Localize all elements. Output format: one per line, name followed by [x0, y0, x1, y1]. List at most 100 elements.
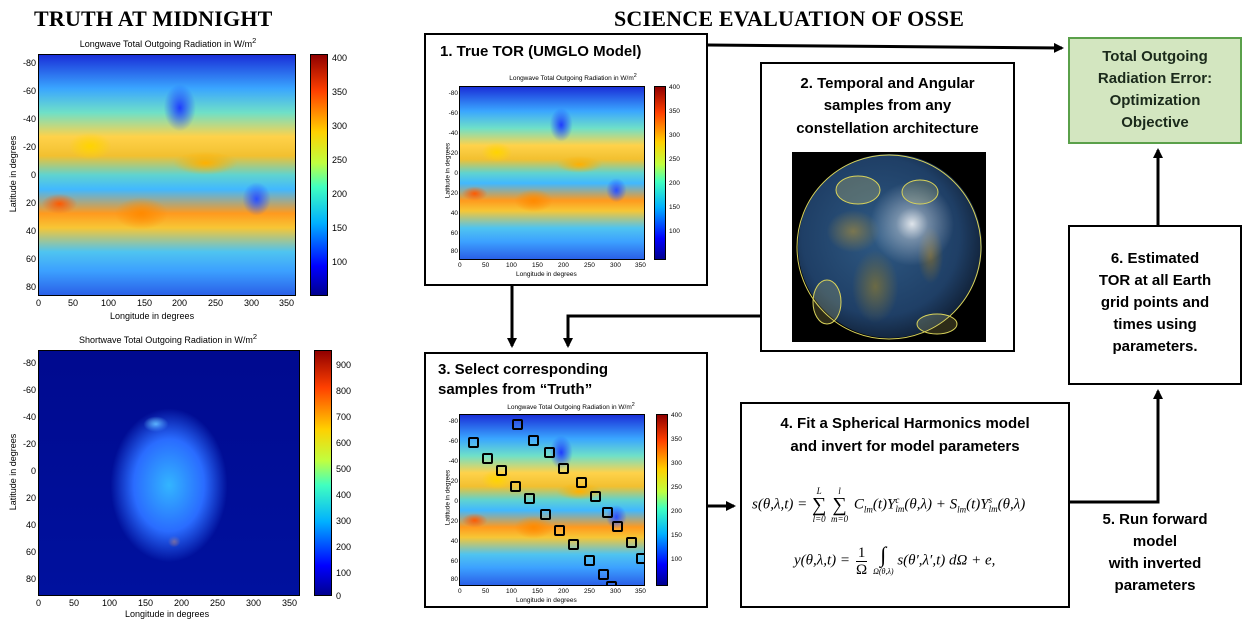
shortwave-cbar-ticks: 900 800 700 600 500 400 300 200 100 0 — [336, 350, 366, 601]
cbar-tick: 200 — [671, 508, 682, 515]
xtick: 200 — [558, 588, 569, 595]
ytick: -20 — [448, 150, 458, 157]
box2-line1: 2. Temporal and Angular — [800, 75, 975, 92]
objective-line1: Total Outgoing — [1102, 48, 1208, 65]
longwave-colorbar — [310, 54, 328, 296]
ytick: 40 — [25, 226, 36, 236]
sample-marker — [626, 537, 637, 548]
box-true-tor: 1. True TOR (UMGLO Model) Longwave Total… — [424, 33, 708, 286]
xtick: 0 — [36, 598, 42, 608]
box5-line2: model — [1132, 533, 1178, 550]
box6-line5: parameters. — [1112, 338, 1198, 355]
xtick: 150 — [532, 262, 543, 269]
ytick: 0 — [30, 466, 36, 476]
shortwave-plot-title: Shortwave Total Outgoing Radiation in W/… — [78, 332, 258, 345]
box-samples: 2. Temporal and Angular samples from any… — [760, 62, 1015, 352]
box3-line2: samples from “Truth” — [438, 381, 593, 398]
sample-marker — [510, 481, 521, 492]
sample-marker — [544, 447, 555, 458]
xtick: 100 — [506, 262, 517, 269]
sample-marker — [540, 509, 551, 520]
cbar-tick: 150 — [332, 223, 348, 233]
ytick: 20 — [450, 190, 458, 197]
cbar-tick: 350 — [669, 108, 680, 115]
box5-line4: parameters — [1114, 577, 1196, 594]
cbar-tick: 100 — [669, 228, 680, 235]
box1-title: 1. True TOR (UMGLO Model) — [440, 43, 642, 60]
box1-yticks: -80 -60 -40 -20 0 20 40 60 80 — [446, 86, 458, 260]
cbar-tick: 900 — [336, 360, 352, 370]
ytick: 60 — [450, 230, 458, 237]
sample-marker — [590, 491, 601, 502]
box1-map — [459, 86, 645, 260]
ytick: -40 — [22, 412, 36, 422]
longwave-xlabel: Longitude in degrees — [110, 311, 195, 321]
cbar-tick: 400 — [336, 490, 352, 500]
cbar-tick: 250 — [332, 155, 348, 165]
xtick: 250 — [208, 298, 224, 308]
cbar-tick: 300 — [336, 516, 352, 526]
xtick: 100 — [102, 598, 118, 608]
box1-plot-title: Longwave Total Outgoing Radiation in W/m… — [509, 73, 637, 83]
shortwave-xlabel: Longitude in degrees — [125, 609, 210, 619]
sample-marker — [636, 553, 644, 564]
xtick: 350 — [635, 262, 646, 269]
xtick: 0 — [458, 262, 462, 269]
xtick: 250 — [584, 588, 595, 595]
shortwave-colorbar — [314, 350, 332, 596]
cbar-tick: 400 — [332, 53, 348, 63]
ytick: -40 — [448, 130, 458, 137]
arrow-box2-to-box3 — [563, 314, 760, 348]
box3-xlabel: Longitude in degrees — [516, 597, 577, 604]
xtick: 150 — [137, 298, 153, 308]
box6-line2: TOR at all Earth — [1098, 272, 1212, 289]
sample-marker — [524, 493, 535, 504]
box1-xlabel: Longitude in degrees — [516, 271, 577, 278]
truth-heading: TRUTH AT MIDNIGHT — [34, 6, 273, 31]
sample-marker — [576, 477, 587, 488]
ytick: -60 — [448, 110, 458, 117]
ytick: -60 — [22, 385, 36, 395]
optimization-objective-box: Total Outgoing Radiation Error: Optimiza… — [1068, 37, 1242, 144]
ytick: 40 — [450, 210, 458, 217]
sample-marker — [512, 419, 523, 430]
box1-cbar-ticks: 400 350 300 250 200 150 100 — [669, 84, 689, 260]
sample-marker — [584, 555, 595, 566]
xtick: 100 — [101, 298, 117, 308]
xtick: 0 — [36, 298, 42, 308]
longwave-map — [38, 54, 296, 296]
cbar-tick: 100 — [332, 257, 348, 267]
sample-marker — [528, 435, 539, 446]
box4-line1: 4. Fit a Spherical Harmonics model — [780, 415, 1030, 432]
ytick: 0 — [30, 170, 36, 180]
xtick: 350 — [282, 598, 298, 608]
box1-colorbar — [654, 86, 666, 260]
longwave-plot-title: Longwave Total Outgoing Radiation in W/m… — [79, 36, 257, 49]
ytick: 80 — [450, 576, 458, 583]
xtick: 200 — [172, 298, 188, 308]
xtick: 300 — [246, 598, 262, 608]
sample-marker — [482, 453, 493, 464]
ytick: 60 — [450, 558, 458, 565]
shortwave-map — [38, 350, 300, 596]
objective-line4: Objective — [1121, 114, 1189, 131]
xtick: 200 — [558, 262, 569, 269]
cbar-tick: 350 — [332, 87, 348, 97]
cbar-tick: 200 — [336, 542, 352, 552]
xtick: 50 — [68, 298, 79, 308]
arrow-box1-to-objective — [707, 42, 1064, 53]
xtick: 50 — [69, 598, 80, 608]
xtick: 50 — [482, 588, 490, 595]
longwave-yticks: -80 -60 -40 -20 0 20 40 60 80 — [14, 54, 36, 296]
xtick: 300 — [610, 262, 621, 269]
sample-marker — [602, 507, 613, 518]
ytick: 20 — [25, 198, 36, 208]
shortwave-yticks: -80 -60 -40 -20 0 20 40 60 80 — [14, 350, 36, 596]
ytick: 40 — [25, 520, 36, 530]
ytick: 60 — [25, 547, 36, 557]
ytick: 20 — [450, 518, 458, 525]
orbit-overlay — [796, 154, 982, 340]
shortwave-plot: Shortwave Total Outgoing Radiation in W/… — [0, 330, 380, 620]
ytick: 80 — [25, 574, 36, 584]
cbar-tick: 250 — [671, 484, 682, 491]
